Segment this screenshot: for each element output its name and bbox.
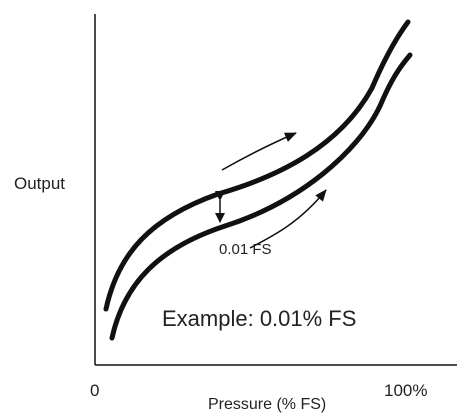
upper-direction-arrow bbox=[221, 132, 297, 171]
x-axis-label: Pressure (% FS) bbox=[208, 396, 326, 413]
x-end-label: 100% bbox=[384, 381, 427, 400]
example-text: Example: 0.01% FS bbox=[162, 306, 356, 331]
x-start-label: 0 bbox=[90, 381, 99, 400]
lower-direction-arrow bbox=[249, 189, 327, 249]
lower-curve bbox=[109, 52, 413, 341]
y-axis-label: Output bbox=[14, 174, 65, 193]
upper-curve bbox=[103, 19, 411, 312]
gap-label: 0.01 FS bbox=[219, 241, 272, 258]
